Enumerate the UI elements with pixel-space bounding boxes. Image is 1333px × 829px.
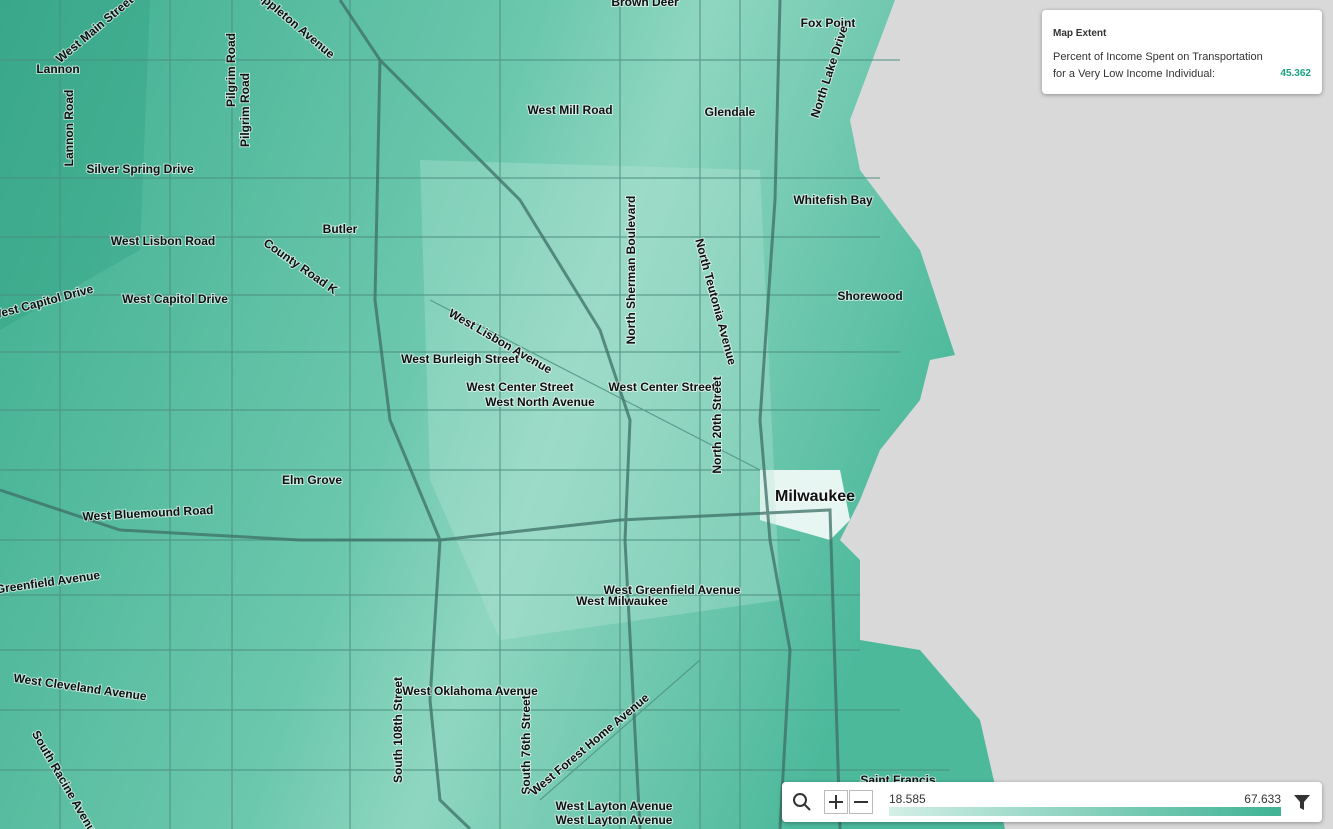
legend-min: 18.585 (889, 792, 926, 806)
map-label: Brown Deer (611, 0, 679, 9)
map-label: West Center Street (466, 380, 573, 394)
map-label: West Layton Avenue (556, 813, 673, 827)
panel-description: Percent of Income Spent on Transportatio… (1053, 51, 1263, 80)
map-label: Silver Spring Drive (86, 162, 194, 176)
legend-max: 67.633 (1244, 792, 1281, 806)
map-label: South 76th Street (519, 695, 533, 794)
panel-title: Map Extent (1053, 28, 1107, 39)
map-label: West Lisbon Road (111, 234, 215, 248)
map-label: West Mill Road (527, 103, 612, 117)
highways (0, 0, 842, 829)
zoom-in-button[interactable] (824, 790, 848, 814)
map-label: Pilgrim Road (224, 33, 238, 107)
map-label: West Oklahoma Avenue (402, 684, 538, 698)
zoom-out-button[interactable] (849, 790, 873, 814)
map-label: Elm Grove (282, 473, 342, 487)
map-label: West Milwaukee (576, 594, 668, 608)
map-label: Shorewood (837, 289, 902, 303)
toolbar: 18.585 67.633 (782, 782, 1322, 822)
dark-area (0, 0, 150, 330)
map-label: Pilgrim Road (238, 73, 252, 147)
legend-gradient (889, 807, 1281, 816)
search-button[interactable] (790, 790, 814, 814)
map-label: Fox Point (801, 16, 856, 30)
light-area (420, 160, 780, 640)
map-label: West Greenfield Avenue (604, 583, 741, 597)
filter-button[interactable] (1290, 790, 1314, 814)
map-label: North Sherman Boulevard (624, 196, 638, 345)
map-label: Butler (323, 222, 358, 236)
panel-value: 45.362 (1280, 68, 1311, 79)
map-label: Lannon (36, 62, 79, 76)
map-label: West Burleigh Street (401, 352, 519, 366)
map-label: Milwaukee (775, 488, 855, 505)
map-label: West Capitol Drive (122, 292, 228, 306)
info-panel: Map Extent Percent of Income Spent on Tr… (1042, 10, 1322, 94)
map-label: Lannon Road (62, 90, 76, 167)
map-label: Whitefish Bay (793, 193, 873, 207)
map-label: North 20th Street (710, 376, 724, 473)
land (0, 0, 1005, 829)
map-label: West Layton Avenue (556, 799, 673, 813)
downtown (760, 470, 850, 540)
map-label: South 108th Street (391, 677, 405, 783)
map-label: West Center Street (608, 380, 715, 394)
map-label: Glendale (705, 105, 756, 119)
map-label: West North Avenue (485, 395, 595, 409)
roads (0, 0, 950, 829)
